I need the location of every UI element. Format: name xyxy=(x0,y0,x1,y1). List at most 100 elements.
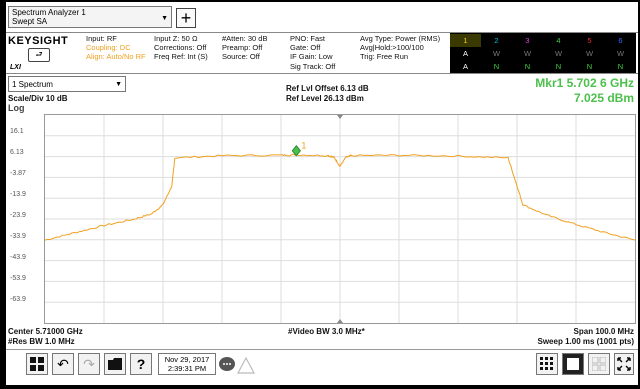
windows-logo-icon xyxy=(30,357,44,371)
dropdown-arrow-icon: ▼ xyxy=(161,15,168,22)
average-settings[interactable]: Avg Type: Power (RMS) Avg|Hold:>100/100 … xyxy=(360,34,440,62)
trace-1-detector[interactable]: A xyxy=(462,62,468,71)
add-screen-button[interactable]: + xyxy=(176,8,196,28)
marker-amplitude: 7.025 dBm xyxy=(573,91,634,105)
keypad-button[interactable] xyxy=(536,353,558,375)
trace-2-type[interactable]: W xyxy=(492,49,501,58)
local-button[interactable]: ⮐ xyxy=(28,48,50,62)
trace-1-number[interactable]: 1 xyxy=(450,34,481,47)
input-settings[interactable]: Input: RF Coupling: DC Align: Auto/No RF xyxy=(86,34,146,62)
measurement-name: Swept SA xyxy=(12,17,48,26)
undo-button[interactable]: ↶ xyxy=(52,353,74,375)
single-window-button[interactable] xyxy=(562,353,584,375)
y-tick-label: 6.13 xyxy=(10,149,24,156)
windows-button[interactable] xyxy=(26,353,48,375)
sweep-time[interactable]: Sweep 1.00 ms (1001 pts) xyxy=(537,337,635,346)
span[interactable]: Span 100.0 MHz xyxy=(573,327,634,336)
message-icon[interactable] xyxy=(218,355,256,380)
trace-6-type[interactable]: W xyxy=(616,49,625,58)
trace-3-number[interactable]: 3 xyxy=(525,36,530,45)
settings-bar: KEYSIGHT ⮐ LXI Input: RF Coupling: DC Al… xyxy=(6,32,638,74)
trace-1-type[interactable]: A xyxy=(462,49,468,58)
trace-5-type[interactable]: W xyxy=(585,49,594,58)
ref-level[interactable]: Ref Level 26.13 dBm xyxy=(286,94,364,103)
y-tick-label: -43.9 xyxy=(10,254,26,261)
if-gain-value: IF Gain: Low xyxy=(290,52,333,62)
input-value: Input: RF xyxy=(86,34,117,43)
marker-frequency: Mkr1 5.702 6 GHz xyxy=(535,76,634,90)
multi-window-icon xyxy=(591,356,607,372)
log-label: Log xyxy=(8,103,25,113)
mode-name: Spectrum Analyzer 1 xyxy=(12,8,86,17)
y-tick-label: -33.9 xyxy=(10,233,26,240)
input-z-settings[interactable]: Input Z: 50 Ω Corrections: Off Freq Ref:… xyxy=(154,34,208,62)
sig-track-value: Sig Track: Off xyxy=(290,61,336,71)
trace-3-detector[interactable]: N xyxy=(524,62,531,71)
y-tick-label: -53.9 xyxy=(10,275,26,282)
marker-1-label: 1 xyxy=(301,141,306,151)
title-bar: Spectrum Analyzer 1 Swept SA ▼ + xyxy=(6,2,638,32)
redo-icon: ↷ xyxy=(83,356,95,372)
avg-type-value: Avg Type: Power (RMS) xyxy=(360,34,441,43)
single-window-icon xyxy=(567,358,579,370)
y-tick-label: -63.9 xyxy=(10,296,26,303)
coupling-value: Coupling: DC xyxy=(86,43,131,53)
marker-1-diamond[interactable] xyxy=(291,144,301,157)
multi-window-button[interactable] xyxy=(588,353,610,375)
y-tick-label: -13.9 xyxy=(10,191,26,198)
trace-4-number[interactable]: 4 xyxy=(556,36,561,45)
spectrum-plot[interactable]: 1 xyxy=(44,114,636,324)
y-tick-label: 16.1 xyxy=(10,128,24,135)
freq-ref-value: Freq Ref: Int (S) xyxy=(154,52,208,62)
mode-selector[interactable]: Spectrum Analyzer 1 Swept SA ▼ xyxy=(8,6,172,28)
center-marker-bottom xyxy=(337,319,343,323)
trace-2-number[interactable]: 2 xyxy=(494,36,499,45)
corrections-value: Corrections: Off xyxy=(154,43,207,53)
atten-settings[interactable]: #Atten: 30 dB Preamp: Off Source: Off xyxy=(222,34,267,62)
video-bw[interactable]: #Video BW 3.0 MHz* xyxy=(288,327,365,336)
trigger-value: Trig: Free Run xyxy=(360,52,409,62)
avg-hold-value: Avg|Hold:>100/100 xyxy=(360,43,424,53)
folder-icon xyxy=(108,358,122,370)
trace-4-detector[interactable]: N xyxy=(555,62,562,71)
dropdown-arrow-icon: ▼ xyxy=(115,81,122,88)
center-marker-top xyxy=(337,115,343,119)
fullscreen-button[interactable] xyxy=(614,353,634,375)
undo-icon: ↶ xyxy=(57,356,69,372)
file-button[interactable] xyxy=(104,353,126,375)
center-frequency[interactable]: Center 5.71000 GHz xyxy=(8,327,83,336)
analyzer-window: Spectrum Analyzer 1 Swept SA ▼ + KEYSIGH… xyxy=(4,0,638,385)
trace-2-detector[interactable]: N xyxy=(493,62,500,71)
align-value: Align: Auto/No RF xyxy=(86,52,146,62)
date-time: Nov 29, 2017 2:39:31 PM xyxy=(158,353,216,375)
y-tick-label: -3.87 xyxy=(10,170,26,177)
lxi-logo: LXI xyxy=(10,64,21,71)
trace-3-type[interactable]: W xyxy=(523,49,532,58)
window-selector[interactable]: 1 Spectrum ▼ xyxy=(8,76,126,92)
redo-button[interactable]: ↷ xyxy=(78,353,100,375)
atten-value: #Atten: 30 dB xyxy=(222,34,268,43)
help-button[interactable]: ? xyxy=(130,353,152,375)
keysight-logo: KEYSIGHT xyxy=(8,35,69,47)
fullscreen-icon xyxy=(617,357,631,371)
trace-4-type[interactable]: W xyxy=(554,49,563,58)
spectrum-graph[interactable]: 1 xyxy=(44,115,636,323)
gate-value: Gate: Off xyxy=(290,43,321,53)
res-bw[interactable]: #Res BW 1.0 MHz xyxy=(8,337,75,346)
keypad-icon xyxy=(540,357,553,370)
help-icon: ? xyxy=(136,356,146,372)
pno-value: PNO: Fast xyxy=(290,34,326,43)
preamp-value: Preamp: Off xyxy=(222,43,263,53)
source-value: Source: Off xyxy=(222,52,260,62)
trace-5-detector[interactable]: N xyxy=(586,62,593,71)
bottom-toolbar: ↶ ↷ ? Nov 29, 2017 2:39:31 PM xyxy=(6,349,638,385)
window-name: 1 Spectrum xyxy=(12,80,53,89)
sweep-settings[interactable]: PNO: Fast Gate: Off IF Gain: Low Sig Tra… xyxy=(290,34,335,71)
ref-offset[interactable]: Ref Lvl Offset 6.13 dB xyxy=(286,84,369,93)
trace-5-number[interactable]: 5 xyxy=(587,36,592,45)
scale-div: Scale/Div 10 dB xyxy=(8,94,68,103)
trace-6-detector[interactable]: N xyxy=(617,62,624,71)
trace-6-number[interactable]: 6 xyxy=(618,36,623,45)
time-text: 2:39:31 PM xyxy=(167,364,207,373)
